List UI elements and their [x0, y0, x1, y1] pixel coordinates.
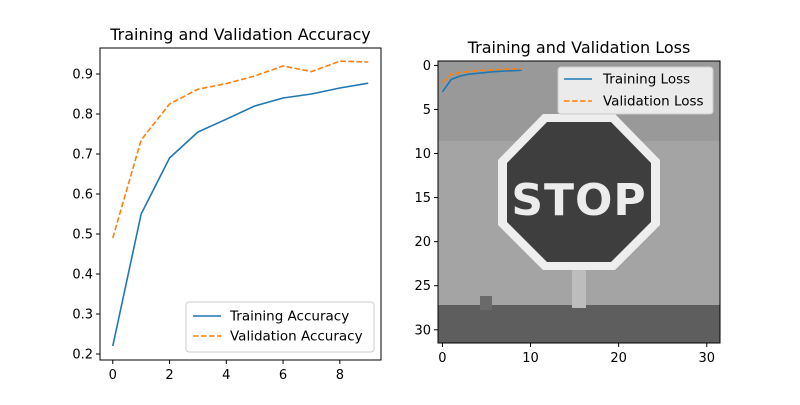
accuracy-y-tick-label: 0.4 [72, 268, 93, 283]
series-line-training-accuracy [111, 82, 369, 347]
accuracy-legend-box [185, 301, 375, 353]
loss-lines [441, 68, 522, 93]
accuracy-y-tick-label: 0.3 [72, 308, 93, 323]
series-line-validation-accuracy [112, 60, 369, 239]
accuracy-x-tick-label: 6 [279, 368, 287, 383]
loss-x-tick-label: 30 [699, 351, 716, 366]
accuracy-x-tick-label: 8 [336, 368, 344, 383]
image-road-mark [480, 296, 492, 310]
series-line-validation-loss [441, 68, 522, 83]
loss-legend-box [557, 66, 714, 115]
loss-y-tick-label: 10 [414, 147, 431, 162]
image-road-band [438, 305, 720, 343]
loss-tick-group: 0 10 20 30 0 5 10 15 20 25 30 [414, 59, 715, 366]
stop-sign-pole [572, 268, 586, 308]
accuracy-y-tick-label: 0.2 [72, 348, 93, 363]
accuracy-x-tick-label: 0 [109, 368, 117, 383]
loss-y-tick-label: 30 [414, 323, 431, 338]
loss-chart-title: Training and Validation Loss [467, 38, 691, 57]
accuracy-y-tick-label: 0.5 [72, 228, 93, 243]
loss-y-tick-label: 15 [414, 191, 431, 206]
accuracy-tick-group: 0 2 4 6 8 0.2 0.3 0.4 0.5 0.6 0.7 0.8 0.9 [72, 68, 344, 384]
accuracy-chart-title: Training and Validation Accuracy [109, 25, 371, 44]
legend-label-validation-accuracy: Validation Accuracy [230, 329, 363, 345]
accuracy-x-tick-label: 2 [165, 368, 173, 383]
stop-sign-face [507, 122, 651, 262]
accuracy-chart: Training and Validation Accuracy 0 2 4 6 8 0.… [72, 25, 382, 384]
legend-label-training-loss: Training Loss [602, 72, 690, 88]
series-line-training-loss [441, 69, 522, 93]
loss-axes-frame [437, 60, 721, 344]
accuracy-axes-frame [99, 47, 382, 361]
loss-x-tick-label: 10 [522, 351, 539, 366]
accuracy-y-tick-label: 0.8 [72, 108, 93, 123]
legend-label-training-accuracy: Training Accuracy [229, 309, 349, 325]
accuracy-y-tick-label: 0.6 [72, 188, 93, 203]
loss-y-tick-label: 5 [423, 103, 431, 118]
accuracy-plot-area [111, 60, 369, 347]
accuracy-y-tick-label: 0.9 [72, 68, 93, 83]
loss-chart: Training and Validation Loss STOP 0 10 20 3… [414, 38, 721, 366]
accuracy-y-tick-label: 0.7 [72, 148, 93, 163]
loss-legend: Training Loss Validation Loss [557, 66, 714, 115]
loss-x-tick-label: 20 [610, 351, 627, 366]
stop-sign-lettering: STOP [511, 175, 646, 226]
loss-y-tick-label: 25 [414, 279, 431, 294]
accuracy-x-tick-label: 4 [222, 368, 230, 383]
loss-y-tick-label: 0 [423, 59, 431, 74]
legend-label-validation-loss: Validation Loss [603, 94, 704, 110]
loss-x-tick-label: 0 [438, 351, 446, 366]
loss-y-tick-label: 20 [414, 235, 431, 250]
accuracy-legend: Training Accuracy Validation Accuracy [185, 301, 375, 353]
